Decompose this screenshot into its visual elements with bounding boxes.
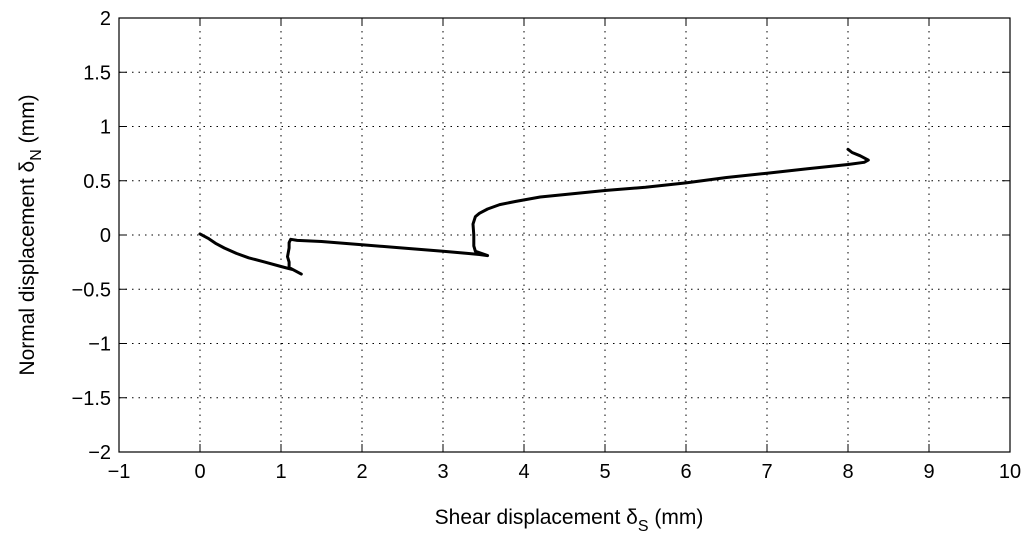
x-tick-label: 10 <box>999 461 1021 483</box>
x-tick-labels: −1 0 1 2 3 4 5 6 7 8 9 10 <box>108 461 1022 483</box>
ticks <box>118 17 1011 453</box>
y-tick-label: 0.5 <box>83 171 111 193</box>
y-axis-label-suffix: (mm) <box>16 94 39 149</box>
x-axis-label: Shear displacement δS (mm) <box>435 506 704 533</box>
y-tick-label: −2 <box>88 442 111 464</box>
x-axis-label-prefix: Shear displacement <box>435 506 626 529</box>
y-tick-labels: −2 −1.5 −1 −0.5 0 0.5 1 1.5 2 <box>72 8 111 464</box>
x-tick-label: 0 <box>194 461 205 483</box>
y-tick-label: 1.5 <box>83 62 111 84</box>
y-tick-label: −0.5 <box>72 279 111 301</box>
x-tick-label: 4 <box>518 461 529 483</box>
x-tick-label: 9 <box>923 461 934 483</box>
x-axis-label-suffix: (mm) <box>649 506 704 529</box>
grid <box>119 18 1010 452</box>
y-tick-label: −1 <box>88 334 111 356</box>
x-tick-label: 3 <box>437 461 448 483</box>
x-axis-label-symbol: δ <box>626 506 638 529</box>
y-axis-label-prefix: Normal displacement <box>16 172 39 375</box>
y-tick-label: 0 <box>100 225 111 247</box>
y-tick-label: −1.5 <box>72 388 111 410</box>
plot-frame <box>118 17 1011 453</box>
x-tick-label: 7 <box>761 461 772 483</box>
x-tick-label: 5 <box>599 461 610 483</box>
x-axis-label-subscript: S <box>638 518 649 533</box>
y-axis-label-symbol: δ <box>16 161 39 173</box>
y-axis-label-subscript: N <box>28 149 45 161</box>
y-axis-label: Normal displacement δN (mm) <box>16 94 45 375</box>
y-tick-label: 2 <box>100 8 111 30</box>
series-line <box>198 147 870 276</box>
x-tick-label: −1 <box>108 461 131 483</box>
y-tick-label: 1 <box>100 117 111 139</box>
x-tick-label: 6 <box>680 461 691 483</box>
x-tick-label: 2 <box>356 461 367 483</box>
x-tick-label: 1 <box>275 461 286 483</box>
x-tick-label: 8 <box>842 461 853 483</box>
